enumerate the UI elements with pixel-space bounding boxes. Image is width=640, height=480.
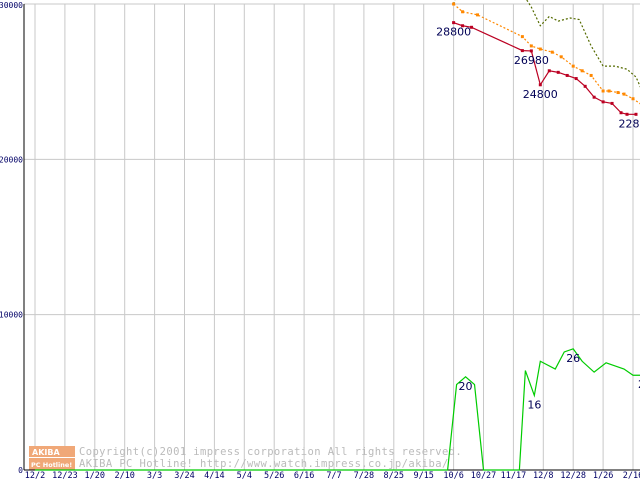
series-point xyxy=(601,100,605,104)
series-point xyxy=(529,44,533,48)
series-point xyxy=(625,112,629,116)
series-3 xyxy=(35,348,640,471)
x-tick-label: 12/23 xyxy=(52,471,78,480)
x-tick-label: 1/26 xyxy=(593,471,613,480)
data-label: 22899 xyxy=(618,117,640,130)
x-tick-label: 1/20 xyxy=(85,471,105,480)
series-point xyxy=(580,69,584,73)
x-tick-label: 9/15 xyxy=(413,471,433,480)
series-point xyxy=(461,10,465,14)
series-line xyxy=(453,0,640,88)
data-label: 26980 xyxy=(514,54,549,67)
series-point xyxy=(529,49,533,53)
series-point xyxy=(610,101,614,105)
series-point xyxy=(550,50,554,54)
series-point xyxy=(565,73,569,77)
x-tick-label: 4/14 xyxy=(204,471,224,480)
x-tick-label: 2/10 xyxy=(114,471,134,480)
x-tick-label: 8/25 xyxy=(384,471,404,480)
watermark: AKIBA PC Hotline! Copyright(c)2001 impre… xyxy=(29,446,462,470)
logo-bottom-text: PC Hotline! xyxy=(31,461,72,469)
x-tick-label: 5/26 xyxy=(264,471,284,480)
series-point xyxy=(619,111,623,115)
series-point xyxy=(601,89,605,93)
y-tick-label: 20000 xyxy=(0,155,23,164)
logo-divider xyxy=(29,457,75,458)
y-tick-label: 10000 xyxy=(0,311,23,320)
data-labels: 28800 26980 24800 22899 20 16 26 20 xyxy=(436,26,640,412)
data-label: 20 xyxy=(459,380,473,393)
x-tick-label: 3/24 xyxy=(174,471,194,480)
series-2 xyxy=(452,21,638,116)
series-layer xyxy=(35,0,640,471)
data-label: 16 xyxy=(527,398,541,411)
x-tick-label: 11/17 xyxy=(501,471,527,480)
series-line xyxy=(35,348,640,471)
data-label: 26 xyxy=(566,352,580,365)
x-tick-label: 12/2 xyxy=(25,471,45,480)
x-tick-label: 10/6 xyxy=(443,471,463,480)
x-tick-label: 5/4 xyxy=(237,471,252,480)
x-tick-label: 3/3 xyxy=(147,471,162,480)
y-tick-label: 30000 xyxy=(0,1,23,10)
series-point xyxy=(571,64,575,68)
series-1 xyxy=(452,2,640,105)
series-point xyxy=(589,73,593,77)
x-tick-label: 6/16 xyxy=(294,471,314,480)
series-point xyxy=(538,83,542,87)
series-point xyxy=(538,47,542,51)
series-point xyxy=(574,77,578,81)
series-point xyxy=(520,35,524,39)
series-point xyxy=(547,69,551,73)
series-point xyxy=(520,49,524,53)
series-0 xyxy=(453,0,640,88)
series-point xyxy=(607,89,611,93)
series-point xyxy=(452,21,456,25)
logo-top-text: AKIBA xyxy=(32,448,60,457)
series-point xyxy=(452,2,456,6)
series-point xyxy=(583,84,587,88)
series-point xyxy=(470,25,474,29)
x-tick-label: 7/7 xyxy=(326,471,341,480)
series-point xyxy=(631,97,635,101)
series-point xyxy=(559,55,563,59)
x-tick-label: 12/28 xyxy=(560,471,586,480)
series-point xyxy=(622,92,626,96)
copyright-line: Copyright(c)2001 impress corporation All… xyxy=(79,446,462,458)
x-tick-label: 12/8 xyxy=(533,471,553,480)
series-point xyxy=(592,95,596,99)
series-point xyxy=(634,112,638,116)
x-tick-label: 2/16 xyxy=(623,471,640,480)
series-point xyxy=(476,13,480,17)
y-tick-label: 0 xyxy=(18,466,23,475)
series-point xyxy=(616,91,620,95)
data-label: 20 xyxy=(638,378,640,391)
x-tick-label: 7/28 xyxy=(354,471,374,480)
data-label: 28800 xyxy=(436,26,471,39)
series-point xyxy=(461,24,465,28)
data-label: 24800 xyxy=(523,88,558,101)
x-tick-label: 10/27 xyxy=(471,471,497,480)
series-point xyxy=(556,70,560,74)
url-line: AKIBA PC Hotline! http://www.watch.impre… xyxy=(79,458,449,470)
